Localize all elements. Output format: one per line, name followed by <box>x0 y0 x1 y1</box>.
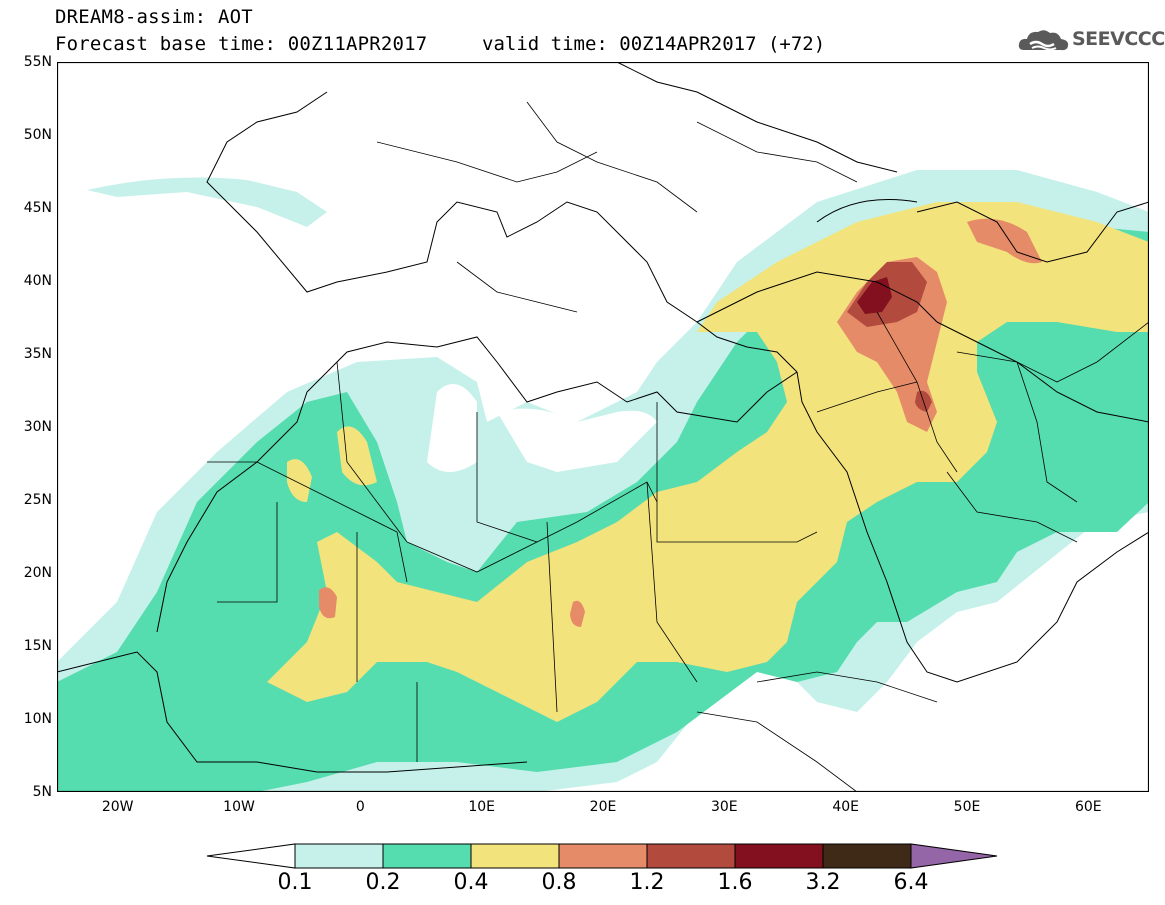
colorbar-swatch <box>822 843 912 869</box>
lon-tick-label: 20W <box>101 799 134 815</box>
lat-tick-label: 30N <box>23 419 52 435</box>
colorbar-swatch <box>646 843 736 869</box>
colorbar-swatch <box>470 843 560 869</box>
colorbar-swatch <box>294 843 384 869</box>
lon-tick-label: 10W <box>223 799 255 815</box>
logo-text: SEEVCCC <box>1072 28 1165 50</box>
lon-tick-label: 50E <box>953 799 981 815</box>
map-title: DREAM8-assim: AOT <box>55 6 253 28</box>
colorbar-level-label: 0.2 <box>365 870 401 895</box>
colorbar-level-label: 6.4 <box>893 870 929 895</box>
lon-tick-label: 40E <box>832 799 859 815</box>
colorbar-swatch <box>734 843 824 869</box>
colorbar-level-label: 1.6 <box>717 870 753 895</box>
colorbar-lower-arrow <box>206 843 296 869</box>
lat-tick-label: 50N <box>23 127 52 143</box>
lat-tick-label: 10N <box>23 711 52 727</box>
lat-tick-label: 40N <box>23 273 52 289</box>
colorbar-level-label: 3.2 <box>805 870 841 895</box>
map-frame-border <box>57 62 1149 792</box>
coastlines <box>57 62 1149 773</box>
lat-tick-label: 45N <box>23 200 52 216</box>
lon-tick-label: 10E <box>468 799 495 815</box>
lat-tick-label: 35N <box>23 346 52 362</box>
forecast-base-time: Forecast base time: 00Z11APR2017 <box>55 33 428 55</box>
lon-tick-label: 30E <box>710 799 738 815</box>
colorbar-level-label: 0.1 <box>277 870 313 895</box>
lon-tick-label: 0 <box>355 799 365 815</box>
cloud-icon <box>1018 30 1069 51</box>
lat-tick-label: 15N <box>23 638 52 654</box>
lat-tick-label: 5N <box>32 784 52 800</box>
colorbar-swatch <box>558 843 648 869</box>
colorbar-level-label: 0.8 <box>541 870 577 895</box>
seevccc-logo: SEEVCCC <box>1018 26 1165 56</box>
colorbar-level-label: 1.2 <box>629 870 665 895</box>
aot-colorbar <box>206 843 998 869</box>
aot-clear-areas <box>427 384 657 472</box>
lat-tick-label: 55N <box>23 54 52 70</box>
lat-tick-label: 20N <box>23 565 52 581</box>
colorbar-swatch <box>382 843 472 869</box>
colorbar-upper-arrow <box>910 843 998 869</box>
aot-contour-1-6 <box>857 277 892 314</box>
colorbar-level-label: 0.4 <box>453 870 489 895</box>
lon-tick-label: 20E <box>589 799 617 815</box>
aot-map <box>57 62 1149 792</box>
country-borders <box>207 101 1149 792</box>
valid-time: valid time: 00Z14APR2017 (+72) <box>482 33 826 55</box>
lon-tick-label: 60E <box>1074 799 1102 815</box>
lat-tick-label: 25N <box>23 492 52 508</box>
